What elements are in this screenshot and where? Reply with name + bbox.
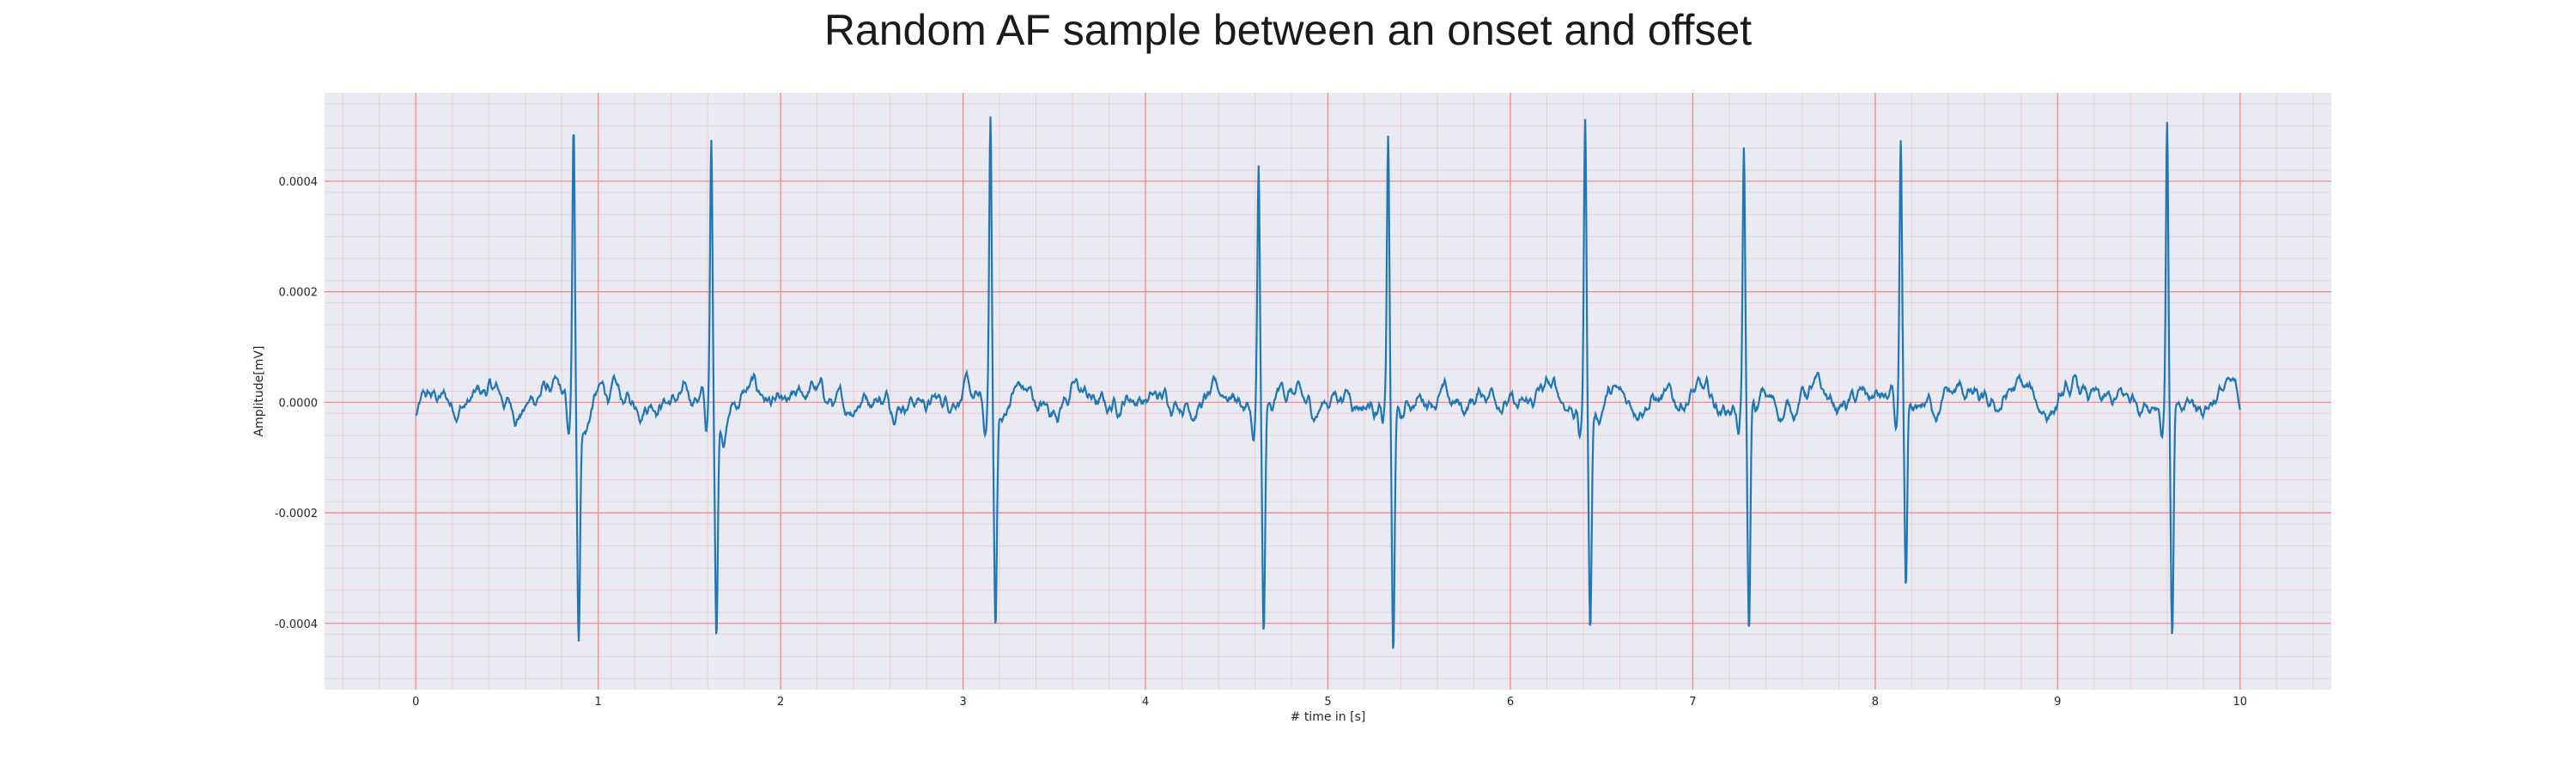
y-tick-label: -0.0002: [275, 508, 318, 520]
y-tick-label: 0.0002: [279, 287, 319, 300]
y-tick-label: 0.0000: [279, 397, 319, 410]
x-tick-label: 4: [1142, 696, 1149, 709]
x-axis-label: # time in [s]: [1291, 710, 1366, 724]
x-axis-ticks: 0 1 2 3 4 5 6 7 8 9 10: [412, 696, 2247, 709]
x-tick-label: 0: [412, 696, 419, 709]
x-tick-label: 7: [1689, 696, 1696, 709]
major-grid: [325, 93, 2331, 690]
ecg-signal-line: [415, 116, 2241, 649]
x-tick-label: 5: [1324, 696, 1331, 709]
y-axis-ticks: -0.0004 -0.0002 0.0000 0.0002 0.0004: [275, 176, 318, 631]
y-axis-label: Amplitude[mV]: [252, 346, 266, 437]
y-tick-label: 0.0004: [279, 176, 319, 189]
x-tick-label: 10: [2233, 696, 2247, 709]
x-tick-label: 1: [595, 696, 602, 709]
x-tick-label: 6: [1507, 696, 1514, 709]
x-tick-label: 9: [2054, 696, 2061, 709]
x-tick-label: 2: [777, 696, 784, 709]
y-tick-label: -0.0004: [275, 618, 318, 631]
x-tick-label: 3: [959, 696, 966, 709]
x-tick-label: 8: [1872, 696, 1879, 709]
chart-title: Random AF sample between an onset and of…: [823, 6, 1753, 54]
